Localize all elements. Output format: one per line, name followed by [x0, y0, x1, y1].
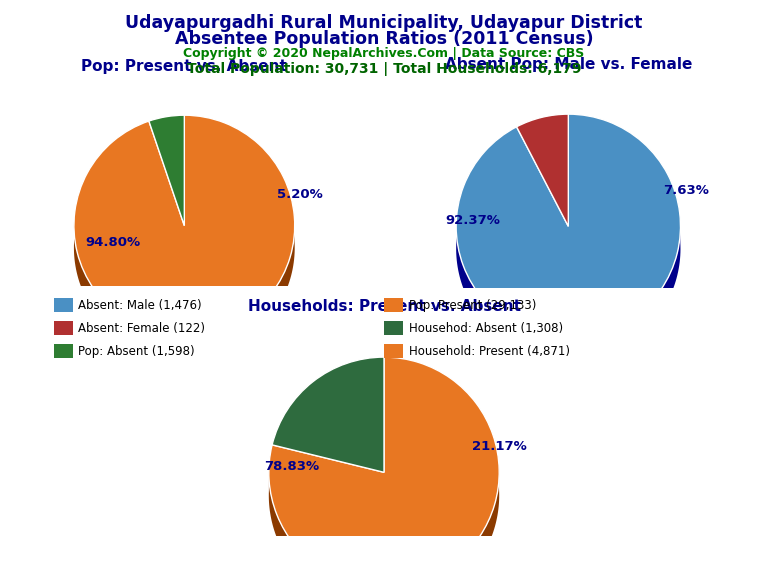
Polygon shape [74, 221, 295, 358]
Title: Absent Pop: Male vs. Female: Absent Pop: Male vs. Female [445, 58, 692, 73]
Text: Absent: Male (1,476): Absent: Male (1,476) [78, 299, 202, 312]
Wedge shape [149, 115, 184, 226]
Wedge shape [74, 115, 295, 336]
Text: Copyright © 2020 NepalArchives.Com | Data Source: CBS: Copyright © 2020 NepalArchives.Com | Dat… [184, 47, 584, 60]
Text: Pop: Absent (1,598): Pop: Absent (1,598) [78, 345, 195, 358]
Wedge shape [272, 357, 384, 472]
Wedge shape [269, 357, 499, 576]
Title: Households: Present vs. Absent: Households: Present vs. Absent [247, 300, 521, 314]
Text: 78.83%: 78.83% [264, 460, 319, 473]
Title: Pop: Present vs. Absent: Pop: Present vs. Absent [81, 59, 287, 74]
Text: Pop: Present (29,133): Pop: Present (29,133) [409, 299, 536, 312]
Text: 5.20%: 5.20% [277, 188, 323, 201]
Text: Absent: Female (122): Absent: Female (122) [78, 322, 205, 335]
Text: Household: Present (4,871): Household: Present (4,871) [409, 345, 570, 358]
Wedge shape [517, 114, 568, 226]
Polygon shape [456, 220, 680, 361]
Text: Total Population: 30,731 | Total Households: 6,179: Total Population: 30,731 | Total Househo… [187, 62, 581, 75]
Text: 7.63%: 7.63% [663, 184, 709, 197]
Text: 21.17%: 21.17% [472, 441, 527, 453]
Text: Udayapurgadhi Rural Municipality, Udayapur District: Udayapurgadhi Rural Municipality, Udayap… [125, 14, 643, 32]
Wedge shape [456, 114, 680, 339]
Text: Househod: Absent (1,308): Househod: Absent (1,308) [409, 322, 563, 335]
Text: Absentee Population Ratios (2011 Census): Absentee Population Ratios (2011 Census) [174, 30, 594, 48]
Polygon shape [269, 466, 499, 576]
Text: 94.80%: 94.80% [85, 236, 140, 249]
Text: 92.37%: 92.37% [445, 214, 501, 227]
